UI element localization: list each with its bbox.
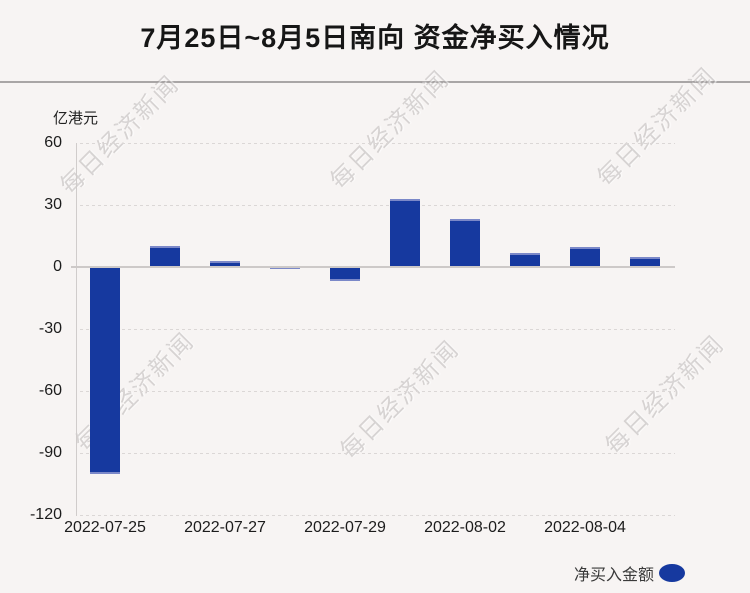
gridline--90 [80, 453, 675, 454]
y-tick-label--90: -90 [38, 444, 62, 461]
y-tick-label-30: 30 [44, 195, 62, 213]
y-tick-label--120: -120 [29, 506, 62, 523]
x-tick-label-2022-07-29: 2022-07-29 [304, 519, 386, 536]
y-tick-label-60: 60 [44, 133, 62, 151]
bar-2022-08-02 [450, 219, 480, 267]
bar-2022-08-04 [570, 247, 600, 267]
bar-cap [390, 198, 420, 201]
bar-cap [330, 279, 360, 282]
legend-marker-ellipse [659, 564, 686, 582]
y-tick-label--30: -30 [38, 320, 62, 337]
x-tick-label-2022-07-25: 2022-07-25 [64, 519, 146, 536]
bar-2022-08-01 [390, 198, 420, 267]
legend[interactable]: 净买入金额 [574, 561, 686, 585]
bar-cap [570, 247, 600, 250]
x-tick-label-2022-08-02: 2022-08-02 [424, 519, 506, 536]
legend-label: 净买入金额 [574, 567, 655, 584]
bar-2022-07-26 [150, 246, 180, 267]
gridline-60 [80, 142, 675, 144]
bar-cap [210, 260, 240, 263]
bar-2022-07-28 [270, 267, 300, 270]
y-tick-label-0: 0 [53, 258, 62, 275]
bar-cap [150, 246, 180, 249]
y-axis-unit-label: 亿港元 [53, 110, 99, 127]
y-tick-label--60: -60 [38, 382, 62, 399]
chart-title: 7月25日~8月5日南向 资金净买入情况 [140, 23, 610, 53]
title-divider [0, 81, 750, 83]
bar-cap [450, 219, 480, 222]
bar-cap [630, 257, 660, 260]
bar-cap [90, 471, 120, 474]
zero-axis-line [71, 266, 675, 268]
gridline--30 [80, 329, 675, 330]
bar-2022-07-27 [210, 260, 240, 267]
bar-2022-07-29 [330, 267, 360, 282]
gridline-30 [80, 204, 675, 206]
bar-2022-08-03 [510, 252, 540, 267]
gridline--120 [80, 515, 675, 516]
x-tick-label-2022-07-27: 2022-07-27 [184, 519, 266, 536]
bar-cap [270, 267, 300, 270]
y-axis-line [76, 142, 77, 516]
gridline--60 [80, 391, 675, 392]
bar-cap [510, 252, 540, 255]
bar-2022-08-05 [630, 257, 660, 267]
x-tick-label-2022-08-04: 2022-08-04 [544, 519, 626, 536]
bar-2022-07-25 [90, 267, 120, 474]
